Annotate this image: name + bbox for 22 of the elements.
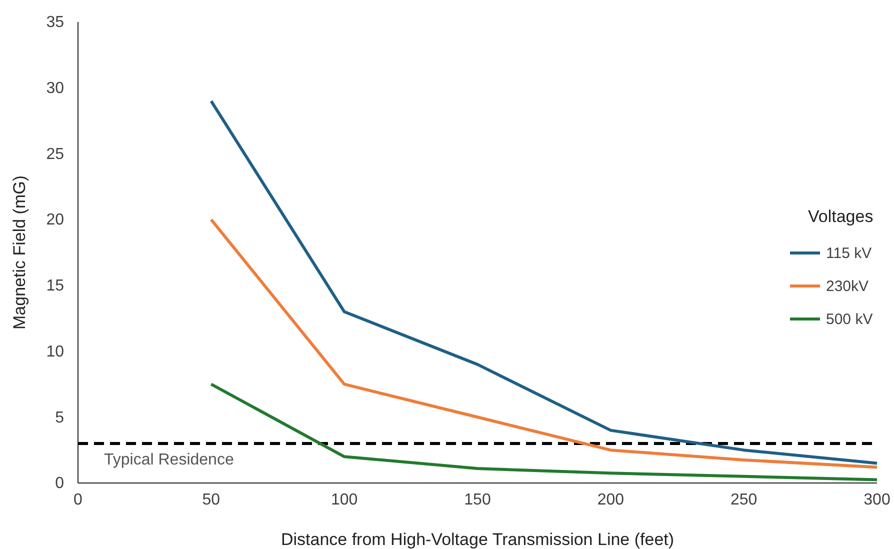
y-tick-label: 0 (55, 475, 64, 492)
x-tick-label: 0 (74, 491, 83, 508)
x-tick-label: 50 (202, 491, 220, 508)
y-tick-label: 10 (46, 343, 64, 360)
y-tick-label: 20 (46, 212, 64, 229)
x-tick-label: 200 (597, 491, 624, 508)
y-tick-label: 35 (46, 14, 64, 32)
ref-line-label: Typical Residence (104, 451, 234, 468)
y-tick-label: 30 (46, 80, 64, 97)
x-tick-label: 250 (730, 491, 758, 508)
legend-title: Voltages (808, 207, 874, 226)
legend-label: 500 kV (826, 311, 873, 328)
y-tick-label: 15 (46, 278, 64, 295)
x-tick-label: 150 (464, 491, 491, 508)
y-tick-label: 25 (46, 146, 64, 163)
x-tick-label: 100 (330, 491, 358, 508)
x-tick-label: 300 (864, 491, 890, 508)
y-axis-title: Magnetic Field (mG) (10, 176, 29, 330)
legend-label: 115 kV (826, 245, 872, 262)
legend-label: 230kV (826, 278, 869, 295)
x-axis-title: Distance from High-Voltage Transmission Line (feet) (280, 530, 674, 549)
y-tick-label: 5 (55, 409, 64, 426)
